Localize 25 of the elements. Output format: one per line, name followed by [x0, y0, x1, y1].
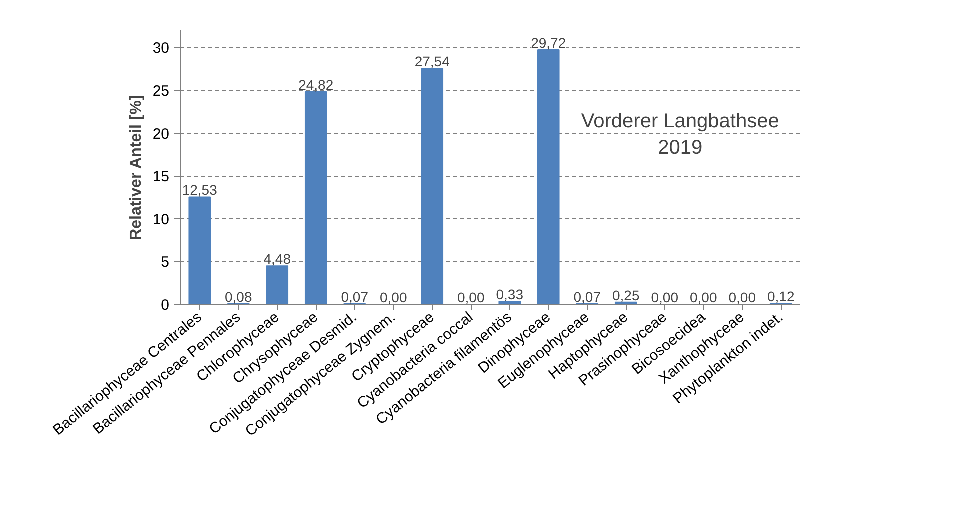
- y-tick-label: 15: [152, 168, 170, 186]
- data-label: 0,12: [768, 288, 795, 304]
- data-label: 0,00: [728, 290, 756, 306]
- data-label: 0,08: [225, 288, 252, 305]
- data-label: 0,00: [380, 290, 408, 306]
- annotation: Vorderer Langbathsee 2019: [581, 110, 780, 159]
- data-label: 0,00: [458, 290, 485, 306]
- y-axis-title: Relativer Anteil [%]: [128, 95, 145, 240]
- data-label: 4,48: [264, 251, 292, 268]
- data-label: 0,00: [690, 290, 718, 306]
- data-label: 24,82: [298, 76, 334, 93]
- data-label: 27,54: [414, 54, 450, 70]
- y-tick-label: 30: [152, 40, 170, 58]
- data-label: 29,72: [531, 35, 566, 52]
- data-label: 0,25: [612, 287, 640, 304]
- y-tick-label: 25: [152, 82, 170, 100]
- data-label: 0,07: [341, 288, 369, 305]
- y-tick-label: 5: [161, 254, 170, 272]
- data-label: 0,07: [574, 288, 602, 305]
- y-tick-label: 0: [161, 297, 170, 314]
- data-label: 0,00: [651, 290, 679, 306]
- y-tick-label: 10: [152, 211, 170, 228]
- data-label: 12,53: [182, 182, 218, 198]
- data-label: 0,33: [496, 286, 524, 303]
- y-tick-label: 20: [152, 126, 170, 143]
